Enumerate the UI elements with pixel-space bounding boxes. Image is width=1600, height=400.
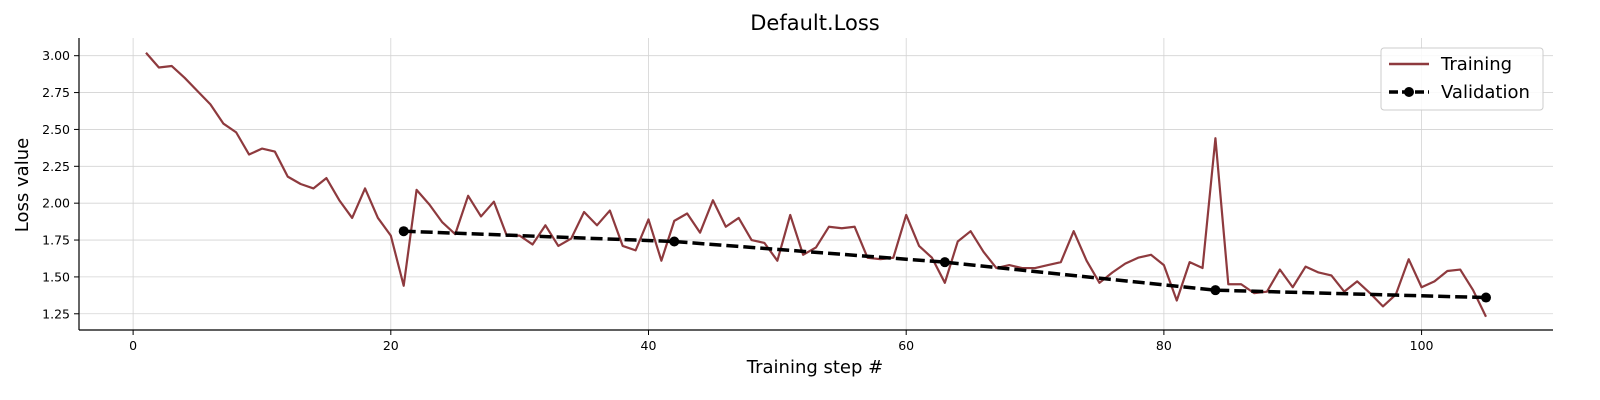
axes-layer: 0 20 40 60 80 100 1.25 1.50 1.75 2.00 2.25 2.50 2.75… xyxy=(42,38,1553,353)
y-tick-label: 2.00 xyxy=(42,196,70,211)
legend: Training Validation xyxy=(1380,47,1544,111)
x-tick-label: 80 xyxy=(1156,338,1172,353)
series-line-validation xyxy=(403,229,1487,300)
x-axis-label: Training step # xyxy=(746,357,884,378)
y-tick-label: 1.75 xyxy=(42,233,70,248)
y-tick-label: 1.50 xyxy=(42,269,70,284)
y-axis-label: Loss value xyxy=(12,138,33,232)
y-tick-label: 2.25 xyxy=(42,159,70,174)
x-tick-label: 60 xyxy=(898,338,914,353)
validation-point xyxy=(398,226,409,237)
chart-title: Default.Loss xyxy=(750,11,879,35)
validation-point xyxy=(1210,285,1221,296)
x-tick-label: 20 xyxy=(383,338,399,353)
y-tick-label: 3.00 xyxy=(42,48,70,63)
x-tick-label: 40 xyxy=(641,338,657,353)
series-layer xyxy=(145,52,1491,318)
validation-point xyxy=(939,257,950,268)
x-tick-label: 0 xyxy=(129,338,137,353)
y-tick-label: 2.50 xyxy=(42,122,70,137)
legend-validation-marker xyxy=(1404,87,1414,97)
validation-point xyxy=(1481,292,1491,303)
y-tick-label: 2.75 xyxy=(42,85,70,100)
x-tick-label: 100 xyxy=(1410,338,1434,353)
validation-point xyxy=(669,236,680,247)
legend-validation-label: Validation xyxy=(1441,82,1530,103)
legend-training-label: Training xyxy=(1440,54,1512,75)
y-tick-label: 1.25 xyxy=(42,306,70,321)
